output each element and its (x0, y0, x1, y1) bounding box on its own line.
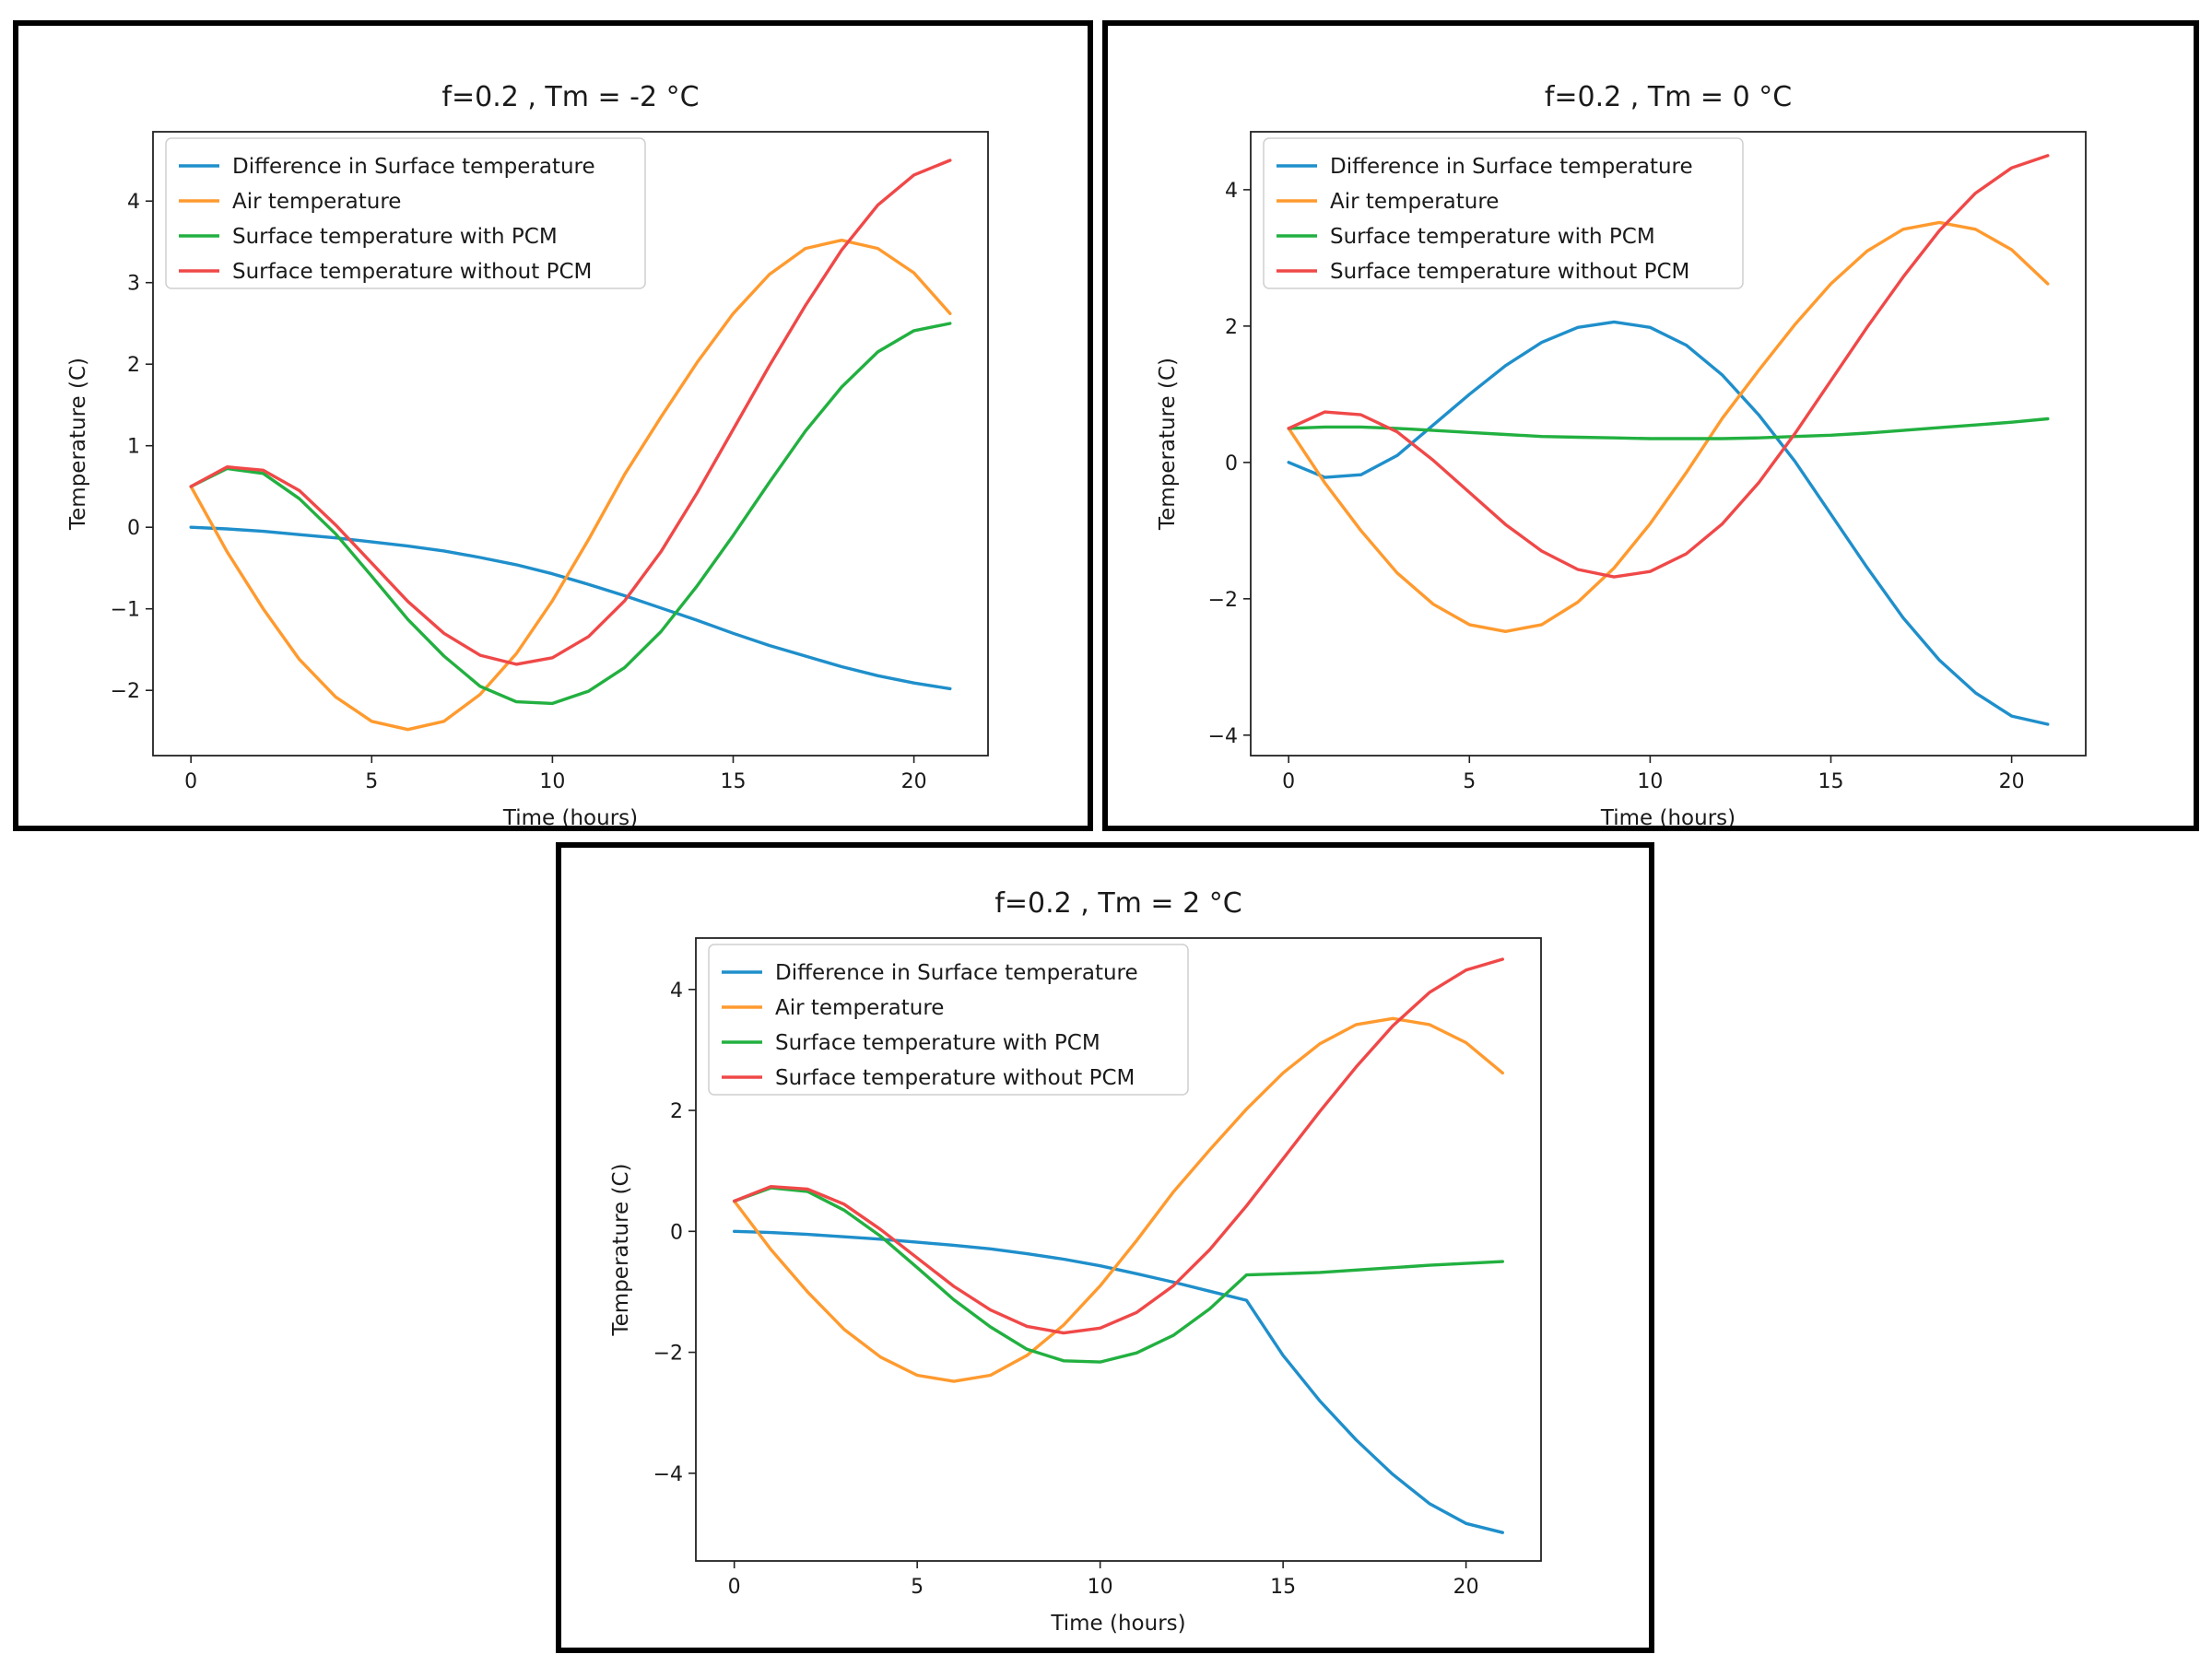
series-line-without-pcm (1287, 154, 2050, 579)
y-axis-label: Temperature (C) (1156, 358, 1180, 531)
series-line-air (1287, 220, 2050, 633)
series-line-air (189, 238, 952, 732)
chart-title: f=0.2 , Tm = 0 °C (1545, 81, 1792, 113)
x-tick-label: 5 (1463, 770, 1476, 793)
chart-svg-tm-plus-2: f=0.2 , Tm = 2 °C 0 5 10 15 20 −4 −2 0 2 4 Time (ho… (609, 887, 1542, 1636)
x-axis-label: Time (hours) (502, 806, 638, 826)
y-tick-label: −2 (653, 1343, 683, 1366)
y-tick-label: 4 (1225, 180, 1238, 203)
series-line-with-pcm (1287, 416, 2050, 440)
x-tick-label: 0 (1282, 770, 1295, 793)
x-tick-label: 20 (901, 770, 927, 793)
chart-svg-tm-minus-2: f=0.2 , Tm = -2 °C 0 5 10 15 20 −2 −1 0 1 2 3 4 Time … (66, 81, 989, 826)
series-line-air (732, 1016, 1504, 1383)
x-axis-label: Time (hours) (1600, 806, 1735, 826)
chart-panel-tm-0: f=0.2 , Tm = 0 °C 0 5 10 15 20 −4 −2 0 2 4 Time (ho… (1102, 20, 2199, 831)
x-tick-label: 10 (1637, 770, 1663, 793)
x-tick-label: 15 (1818, 770, 1843, 793)
y-tick-label: 2 (670, 1100, 683, 1123)
legend-box (165, 137, 646, 289)
legend-label-air: Air temperature (1330, 190, 1499, 214)
chart-title: f=0.2 , Tm = -2 °C (441, 81, 699, 113)
y-axis-label: Temperature (C) (609, 1163, 633, 1336)
x-tick-label: 20 (1453, 1576, 1479, 1599)
y-tick-label: 2 (1225, 316, 1238, 339)
x-tick-label: 10 (539, 770, 565, 793)
legend-label-difference: Difference in Surface temperature (1330, 155, 1693, 179)
series-line-difference (1287, 320, 2050, 726)
series-line-difference (732, 1229, 1504, 1534)
y-tick-label: −4 (653, 1463, 683, 1486)
y-axis-label: Temperature (C) (66, 358, 90, 531)
x-tick-label: 0 (184, 770, 197, 793)
plot-area-frame (695, 937, 1542, 1562)
y-tick-label: −4 (1208, 725, 1238, 748)
plot-area-frame (1250, 131, 2087, 757)
chart-panel-tm-minus-2: f=0.2 , Tm = -2 °C 0 5 10 15 20 −2 −1 0 1 2 3 4 Time … (13, 20, 1093, 831)
legend-label-without-pcm: Surface temperature without PCM (775, 1066, 1135, 1090)
x-tick-label: 15 (720, 770, 746, 793)
y-tick-label: 0 (670, 1221, 683, 1244)
legend-box (1263, 137, 1744, 289)
x-axis-label: Time (hours) (1050, 1612, 1185, 1636)
legend-label-air: Air temperature (775, 996, 944, 1020)
x-tick-label: 5 (911, 1576, 924, 1599)
y-tick-label: 2 (127, 354, 140, 377)
y-tick-label: −1 (111, 599, 140, 622)
chart-title: f=0.2 , Tm = 2 °C (994, 887, 1241, 920)
y-tick-label: 4 (670, 980, 683, 1003)
y-tick-label: 0 (1225, 452, 1238, 475)
chart-svg-tm-0: f=0.2 , Tm = 0 °C 0 5 10 15 20 −4 −2 0 2 4 Time (ho… (1156, 81, 2087, 826)
series-line-without-pcm (189, 158, 952, 666)
x-tick-label: 5 (365, 770, 378, 793)
legend-label-without-pcm: Surface temperature without PCM (1330, 260, 1689, 284)
x-tick-label: 10 (1088, 1576, 1113, 1599)
legend-label-with-pcm: Surface temperature with PCM (1330, 225, 1655, 249)
x-tick-label: 20 (1999, 770, 2025, 793)
legend-label-with-pcm: Surface temperature with PCM (232, 225, 558, 249)
chart-panel-tm-plus-2: f=0.2 , Tm = 2 °C 0 5 10 15 20 −4 −2 0 2 4 Time (ho… (556, 842, 1654, 1653)
legend-label-without-pcm: Surface temperature without PCM (232, 260, 592, 284)
y-tick-label: 1 (127, 436, 140, 459)
series-line-difference (189, 525, 952, 691)
series-line-without-pcm (732, 957, 1504, 1335)
y-tick-label: 4 (127, 191, 140, 214)
legend-label-difference: Difference in Surface temperature (775, 961, 1138, 985)
legend-label-air: Air temperature (232, 190, 401, 214)
y-tick-label: 3 (127, 273, 140, 296)
y-tick-label: 0 (127, 517, 140, 540)
y-tick-label: −2 (111, 680, 140, 703)
legend-label-with-pcm: Surface temperature with PCM (775, 1031, 1100, 1055)
series-line-with-pcm (732, 1186, 1504, 1364)
y-tick-label: −2 (1208, 589, 1238, 612)
legend-box (708, 944, 1189, 1096)
legend-label-difference: Difference in Surface temperature (232, 155, 595, 179)
plot-area-frame (152, 131, 989, 757)
series-line-with-pcm (189, 322, 952, 706)
x-tick-label: 0 (728, 1576, 741, 1599)
x-tick-label: 15 (1270, 1576, 1296, 1599)
